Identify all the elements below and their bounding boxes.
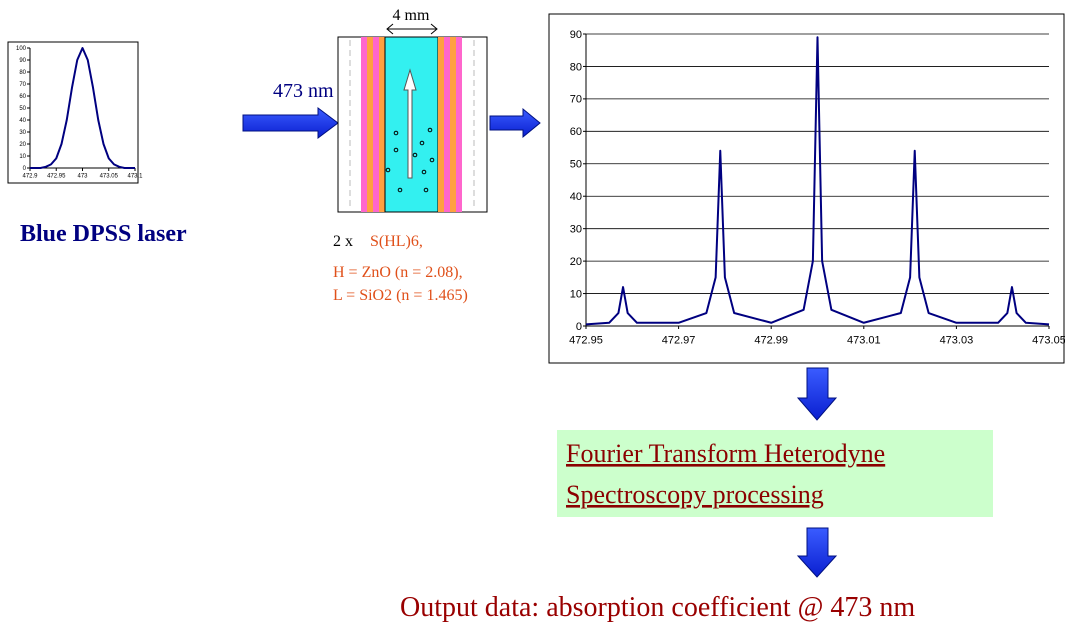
x-tick-label: 473.05 <box>100 174 119 180</box>
y-tick-label: 80 <box>570 61 582 73</box>
y-tick-label: 20 <box>570 256 582 268</box>
x-tick-label: 472.99 <box>754 335 788 347</box>
y-tick-label: 50 <box>19 106 26 112</box>
y-tick-label: 30 <box>19 130 26 136</box>
x-tick-label: 473.01 <box>847 335 881 347</box>
y-tick-label: 50 <box>570 159 582 171</box>
y-tick-label: 60 <box>19 94 26 100</box>
stack-prefix: 2 x <box>333 233 353 250</box>
cell <box>337 23 488 213</box>
laser-label: Blue DPSS laser <box>20 221 187 247</box>
x-tick-label: 473.03 <box>940 335 974 347</box>
y-tick-label: 0 <box>23 166 27 172</box>
chart-frame <box>7 41 139 184</box>
y-tick-label: 0 <box>576 321 582 333</box>
arrow <box>796 367 838 421</box>
y-tick-label: 90 <box>19 58 26 64</box>
y-tick-label: 60 <box>570 126 582 138</box>
processing-box <box>557 430 993 517</box>
y-tick-label: 10 <box>19 154 26 160</box>
y-tick-label: 40 <box>570 191 582 203</box>
y-tick-label: 100 <box>16 46 27 52</box>
arrow <box>242 107 339 139</box>
wavelength: 473 nm <box>273 80 334 102</box>
x-tick-label: 473.1 <box>127 174 143 180</box>
h-layer: H = ZnO (n = 2.08), <box>333 264 463 281</box>
l-layer: L = SiO2 (n = 1.465) <box>333 287 468 304</box>
x-tick-label: 472.9 <box>22 174 38 180</box>
cell-width: 4 mm <box>393 7 430 24</box>
arrow <box>489 107 541 139</box>
x-tick-label: 473 <box>77 174 88 180</box>
processing-line: Fourier Transform Heterodyne <box>566 439 885 468</box>
x-tick-label: 473.05 <box>1032 335 1065 347</box>
stack: S(HL)6, <box>370 233 423 250</box>
y-tick-label: 70 <box>570 94 582 106</box>
x-tick-label: 472.95 <box>569 335 603 347</box>
y-tick-label: 80 <box>19 70 26 76</box>
y-tick-label: 30 <box>570 224 582 236</box>
arrow <box>796 527 838 578</box>
x-tick-label: 472.97 <box>662 335 696 347</box>
data-line <box>30 47 135 169</box>
y-tick-label: 90 <box>570 29 582 41</box>
y-tick-label: 20 <box>19 142 26 148</box>
x-tick-label: 472.95 <box>47 174 66 180</box>
processing-line: Spectroscopy processing <box>566 480 824 509</box>
y-tick-label: 40 <box>19 118 26 124</box>
data-line <box>585 36 1050 326</box>
y-tick-label: 70 <box>19 82 26 88</box>
output-label: Output data: absorption coefficient @ 47… <box>400 592 915 623</box>
y-tick-label: 10 <box>570 288 582 300</box>
chart-frame <box>548 13 1065 364</box>
